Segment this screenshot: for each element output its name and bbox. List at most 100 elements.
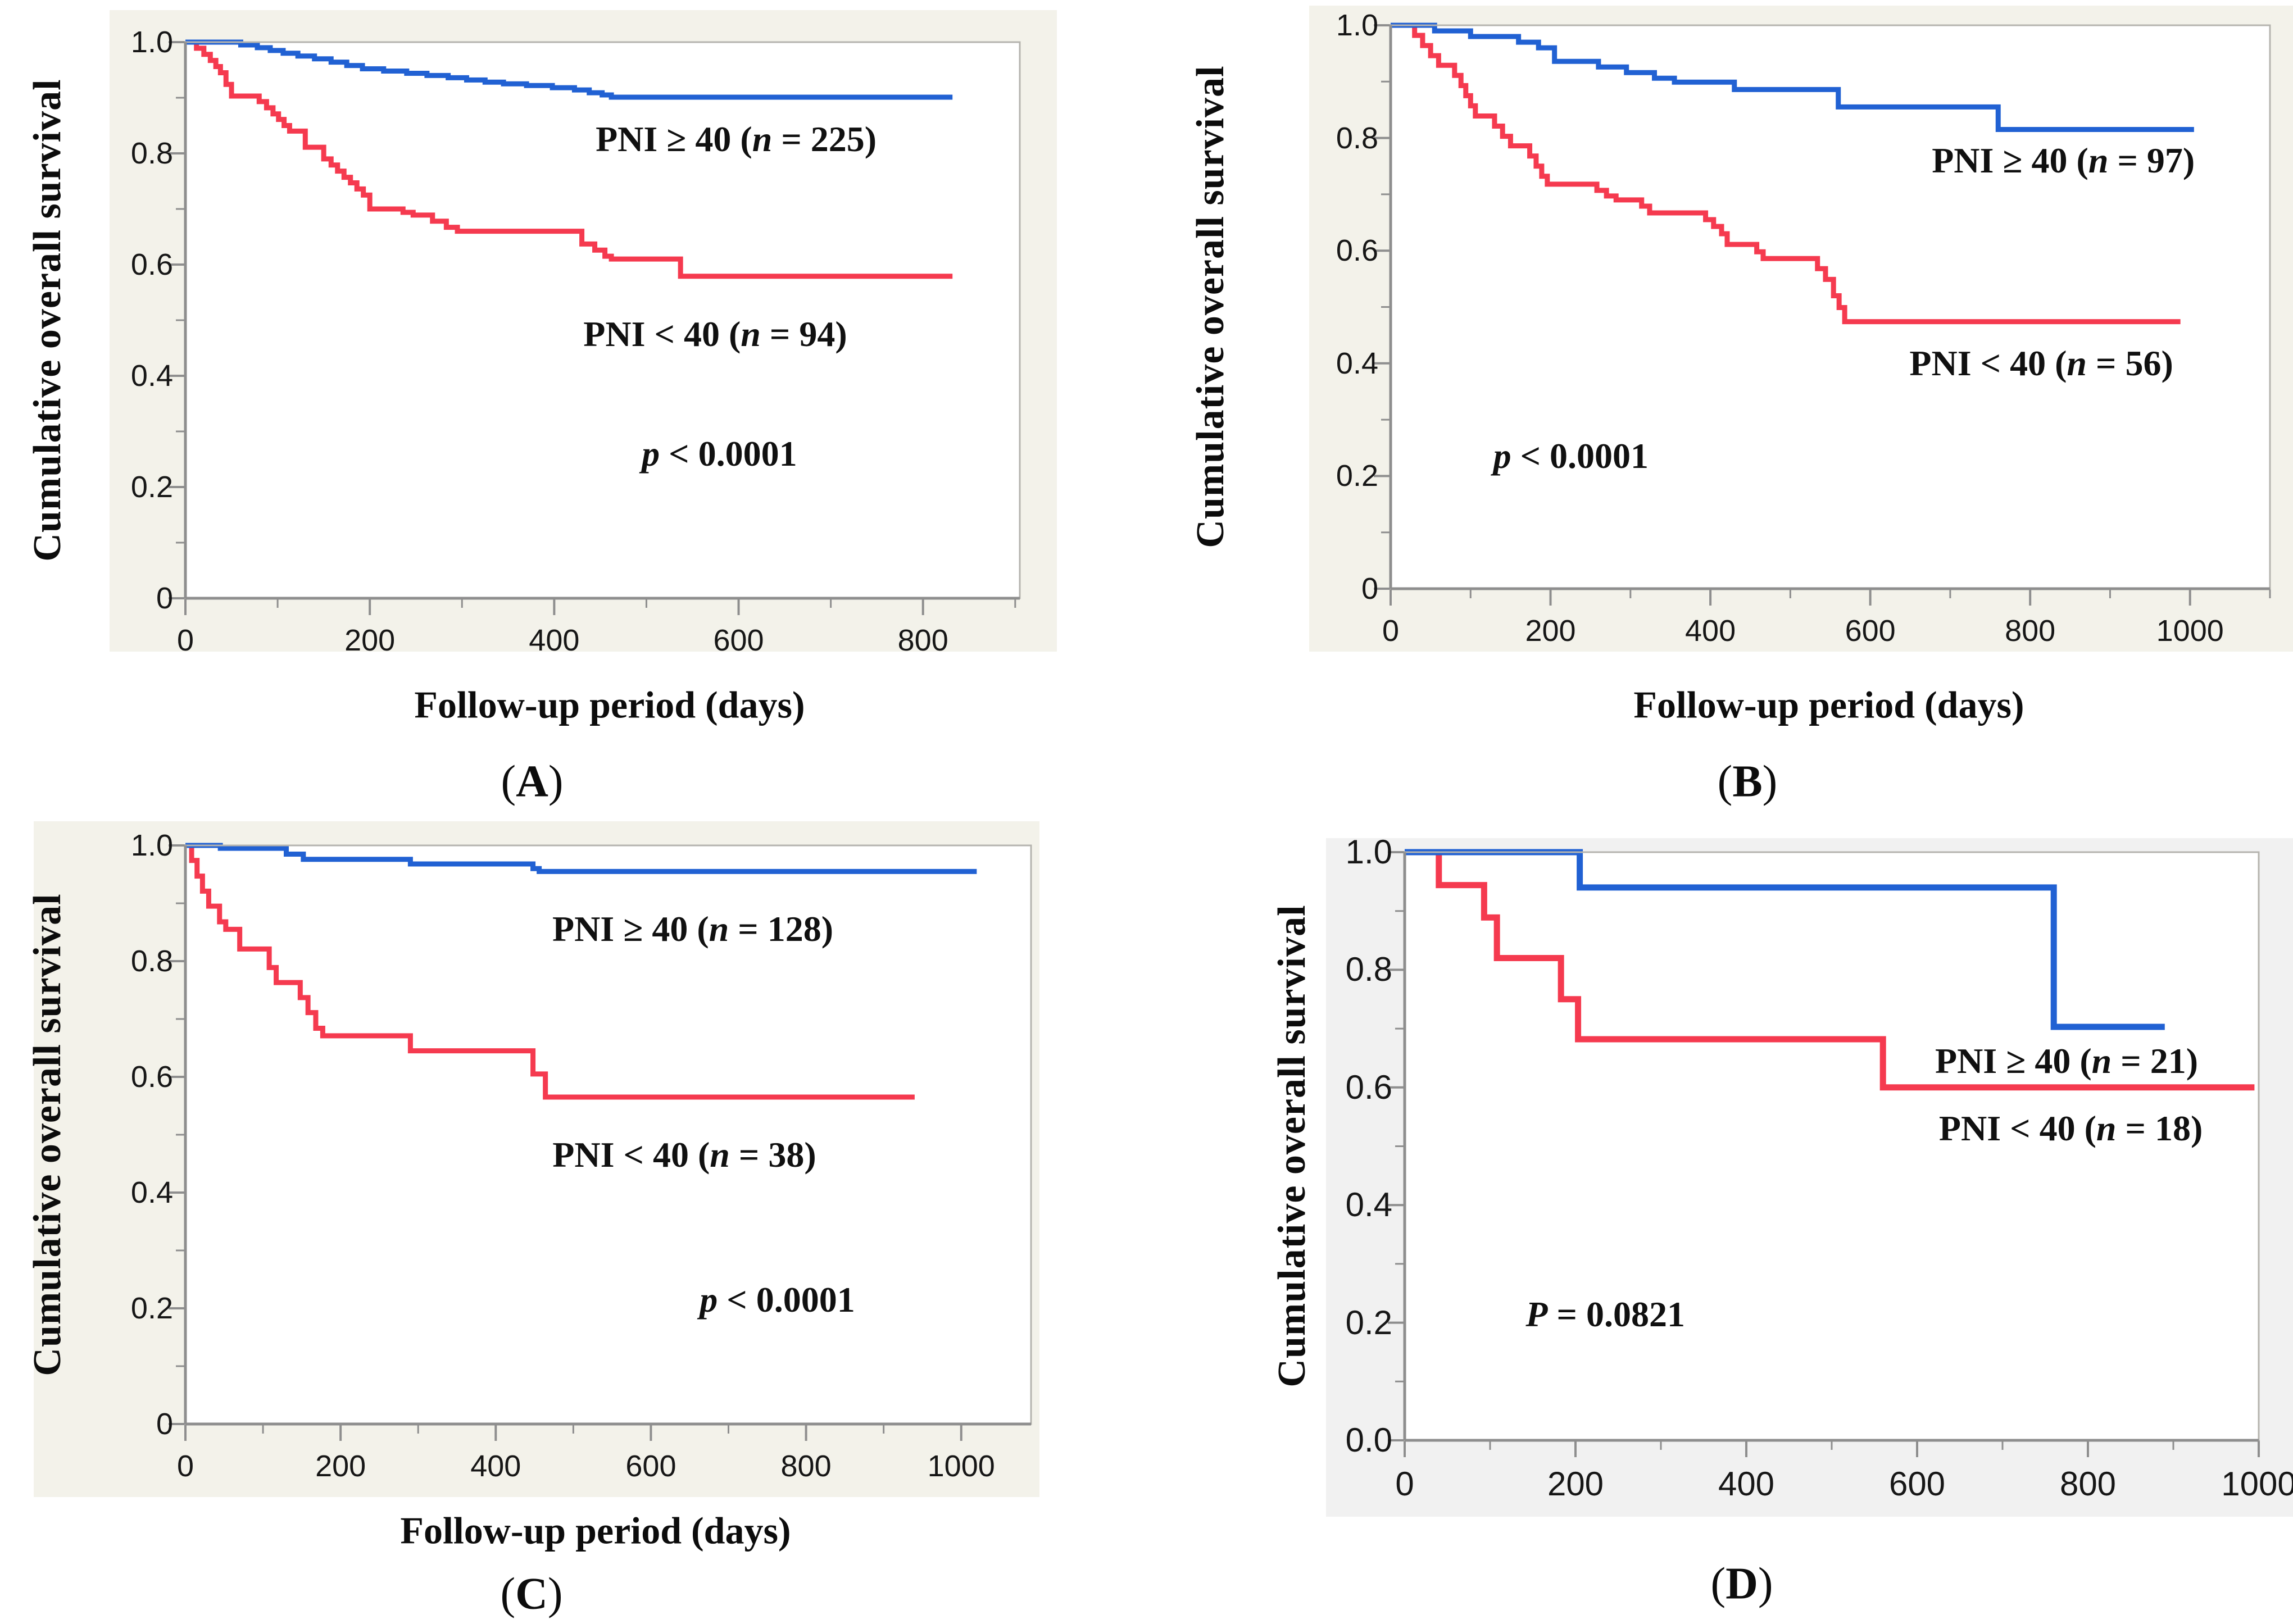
legend-text: = 38) [729,1135,816,1175]
p-value-text: p [700,1279,718,1320]
p-value-text: < 0.0001 [660,433,797,474]
legend-text: n [710,1135,730,1175]
y-tick-label: 0.2 [130,1291,173,1325]
panel-b-km-chart [1374,22,2271,606]
y-tick-label: 0.8 [130,944,173,978]
panel-c-km-chart [169,843,1032,1441]
x-tick-label: 400 [1718,1465,1775,1503]
legend-text: = 21) [2112,1040,2199,1081]
panel-d-y-axis-title: Cumulative overall survival [1270,904,1314,1388]
legend-text: n [2096,1108,2117,1149]
panel-a-letter-char: A [516,757,548,807]
panel-b-letter: (B) [1718,757,1778,808]
legend-text: PNI ≥ 40 ( [1935,1040,2092,1081]
legend-text: = 18) [2116,1108,2203,1149]
p-value-text: p [1493,436,1511,476]
x-tick-label: 200 [344,624,396,657]
y-tick-label: 0.4 [1345,1186,1392,1224]
legend-text: PNI ≥ 40 ( [596,119,752,160]
y-tick-label: 0.4 [130,1176,173,1209]
legend-text: = 128) [729,909,834,949]
legend-text: PNI < 40 ( [552,1135,710,1175]
panel-b-x-axis-title: Follow-up period (days) [1633,683,2024,726]
panel-b-letter-open: ( [1717,757,1733,807]
x-tick-label: 800 [780,1449,832,1483]
panel-b-letter-char: B [1732,757,1763,807]
x-tick-label: 600 [1888,1465,1946,1503]
p-value-text: p [642,433,660,474]
panel-c-letter: (C) [500,1569,562,1620]
legend-text: = 97) [2108,140,2195,180]
y-tick-label: 0.0 [1345,1421,1392,1459]
panel-d-km-chart [1388,849,2260,1457]
legend-text: PNI ≥ 40 ( [1932,140,2088,180]
y-tick-label: 0.2 [1336,459,1378,493]
panel-c-letter-open: ( [500,1569,516,1619]
legend-text: n [2088,140,2109,180]
legend-pni-high: PNI ≥ 40 (n = 97) [1932,140,2195,181]
x-tick-label: 0 [176,624,194,657]
legend-text: PNI < 40 ( [583,313,741,354]
p-value-label: p < 0.0001 [1493,435,1649,477]
km-curve-pni-high [185,39,953,100]
x-tick-label: 600 [625,1449,676,1483]
x-tick-label: 400 [1685,614,1736,648]
panel-c-plot-block: 0 200 400 600 800 1000 1.0 0.8 0.6 0.4 0.2 0 PNI ≥ 4… [34,821,1039,1497]
km-curve-pni-high [1391,22,2194,133]
y-tick-label: 0 [156,581,173,615]
y-tick-label: 0.8 [130,137,173,170]
panel-a-plot-block: 0 200 400 600 800 1.0 0.8 0.6 0.4 0.2 0 PNI ≥ 40 (n… [110,10,1057,656]
panel-d-letter-open: ( [1710,1559,1726,1609]
legend-pni-low: PNI < 40 (n = 56) [1909,343,2173,384]
panel-a-letter-open: ( [501,757,516,807]
panel-c-letter-char: C [515,1569,548,1619]
legend-pni-low: PNI < 40 (n = 38) [552,1134,816,1176]
x-tick-label: 400 [470,1449,521,1483]
p-value-text: = 0.0821 [1547,1294,1685,1334]
legend-text: = 94) [760,313,847,354]
km-curve-pni-low [185,39,953,279]
y-tick-label: 1.0 [1345,833,1392,871]
x-tick-label: 1000 [2221,1465,2293,1503]
x-tick-label: 0 [1395,1465,1414,1503]
legend-pni-high: PNI ≥ 40 (n = 128) [552,908,833,950]
p-value-text: < 0.0001 [718,1279,855,1320]
legend-text: n [709,909,729,949]
x-tick-label: 800 [2005,614,2056,648]
legend-text: n [741,313,761,354]
y-tick-label: 0.8 [1336,121,1378,155]
y-tick-label: 0 [156,1407,173,1441]
panel-d-letter: (D) [1710,1559,1773,1610]
x-tick-label: 200 [1525,614,1576,648]
x-tick-label: 1000 [2156,614,2224,648]
panel-a-x-axis-title: Follow-up period (days) [414,683,805,726]
y-tick-label: 1.0 [130,25,173,59]
legend-text: = 225) [772,119,877,160]
legend-text: = 56) [2087,343,2173,383]
legend-pni-high: PNI ≥ 40 (n = 225) [596,119,877,160]
x-tick-label: 0 [1382,614,1400,648]
legend-text: n [2091,1040,2112,1081]
km-curve-pni-low [1391,22,2181,325]
x-tick-label: 1000 [927,1449,995,1483]
panel-d-letter-char: D [1726,1559,1758,1609]
panel-a-km-chart [169,39,1021,615]
x-tick-label: 600 [713,624,764,657]
legend-pni-high: PNI ≥ 40 (n = 21) [1935,1040,2198,1082]
p-value-text: P [1525,1294,1548,1334]
legend-text: PNI < 40 ( [1938,1108,2096,1149]
y-tick-label: 0.2 [130,470,173,504]
x-tick-label: 400 [529,624,580,657]
y-tick-label: 0.6 [130,248,173,281]
x-tick-label: 600 [1845,614,1896,648]
panel-a-letter: (A) [501,757,563,808]
x-tick-label: 800 [2059,1465,2117,1503]
x-tick-label: 200 [1547,1465,1604,1503]
y-tick-label: 1.0 [1336,8,1378,42]
legend-text: PNI < 40 ( [1909,343,2067,383]
panel-d-letter-close: ) [1758,1559,1773,1609]
